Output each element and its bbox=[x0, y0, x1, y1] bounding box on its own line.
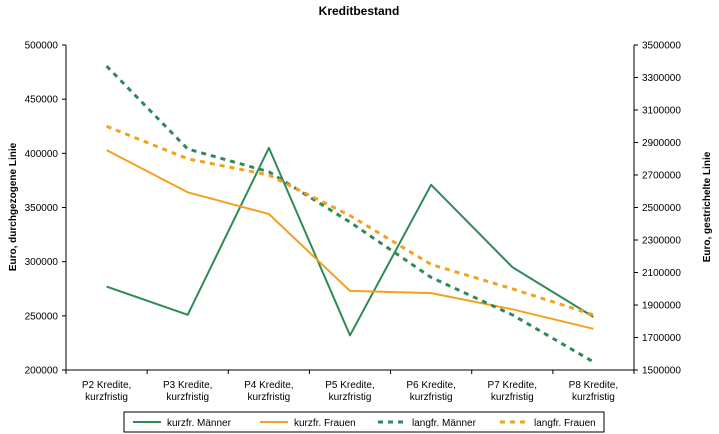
x-tick-label: P8 Kredite, kurzfristig bbox=[569, 380, 618, 403]
right-tick-label: 2700000 bbox=[642, 171, 681, 182]
x-tick-label-line: P7 Kredite, bbox=[488, 380, 537, 391]
legend: kurzfr. Männer kurzfr. Frauen langfr. Männ… bbox=[133, 418, 596, 429]
legend-label-1: kurzfr. Frauen bbox=[294, 418, 356, 429]
left-tick-label: 300000 bbox=[25, 257, 59, 268]
legend-label-2: langfr. Männer bbox=[412, 418, 477, 429]
left-tick-label: 400000 bbox=[25, 149, 59, 160]
x-tick-label-line: kurzfristig bbox=[85, 392, 128, 403]
legend-label-3: langfr. Frauen bbox=[534, 418, 596, 429]
series-line-0 bbox=[106, 146, 594, 337]
right-tick-label: 2900000 bbox=[642, 138, 681, 149]
x-tick-label: P6 Kredite, kurzfristig bbox=[406, 380, 455, 403]
x-tick-label-line: P4 Kredite, bbox=[244, 380, 293, 391]
x-tick-label-line: P8 Kredite, bbox=[569, 380, 618, 391]
x-tick-label: P5 Kredite, kurzfristig bbox=[325, 380, 374, 403]
right-tick-label: 2100000 bbox=[642, 268, 681, 279]
x-tick-label: P4 Kredite, kurzfristig bbox=[244, 380, 293, 403]
chart-title: Kreditbestand bbox=[319, 4, 400, 18]
legend-box bbox=[123, 411, 605, 433]
x-tick-label-line: kurzfristig bbox=[410, 392, 453, 403]
right-tick-label: 1700000 bbox=[642, 333, 681, 344]
right-tick-label: 1900000 bbox=[642, 301, 681, 312]
left-tick-label: 500000 bbox=[25, 41, 59, 52]
series-layer bbox=[105, 65, 595, 364]
x-tick-label-line: P3 Kredite, bbox=[163, 380, 212, 391]
x-tick-label: P3 Kredite, kurzfristig bbox=[163, 380, 212, 403]
left-y-ticks: 200000 250000 300000 350000 400000 450000 5000… bbox=[25, 41, 66, 377]
left-tick-label: 250000 bbox=[25, 311, 59, 322]
x-tick-label-line: P5 Kredite, bbox=[325, 380, 374, 391]
x-tick-label-line: P2 Kredite, bbox=[82, 380, 131, 391]
right-tick-label: 2500000 bbox=[642, 203, 681, 214]
x-tick-label-line: kurzfristig bbox=[247, 392, 290, 403]
right-tick-label: 3100000 bbox=[642, 106, 681, 117]
x-tick-label-line: kurzfristig bbox=[329, 392, 372, 403]
legend-label-0: kurzfr. Männer bbox=[167, 418, 232, 429]
left-tick-label: 450000 bbox=[25, 95, 59, 106]
x-tick-label-line: P6 Kredite, bbox=[406, 380, 455, 391]
left-tick-label: 200000 bbox=[25, 366, 59, 377]
right-tick-label: 3500000 bbox=[642, 41, 681, 52]
right-tick-label: 3300000 bbox=[642, 73, 681, 84]
right-y-ticks: 1500000 1700000 1900000 2100000 2300000 25000… bbox=[634, 41, 681, 377]
right-y-axis-title: Euro, gestrichelte Linie bbox=[702, 151, 713, 262]
x-tick-label-line: kurzfristig bbox=[166, 392, 209, 403]
left-tick-label: 350000 bbox=[25, 203, 59, 214]
x-tick-label: P2 Kredite, kurzfristig bbox=[82, 380, 131, 403]
left-y-axis-title: Euro, durchgezogene Linie bbox=[8, 142, 19, 271]
series-line-1 bbox=[106, 149, 594, 330]
right-tick-label: 1500000 bbox=[642, 366, 681, 377]
x-tick-label-line: kurzfristig bbox=[572, 392, 615, 403]
x-tick-label-line: kurzfristig bbox=[491, 392, 534, 403]
series-line-2 bbox=[105, 65, 595, 364]
x-tick-label: P7 Kredite, kurzfristig bbox=[488, 380, 537, 403]
series-line-3 bbox=[106, 124, 594, 317]
right-tick-label: 2300000 bbox=[642, 236, 681, 247]
